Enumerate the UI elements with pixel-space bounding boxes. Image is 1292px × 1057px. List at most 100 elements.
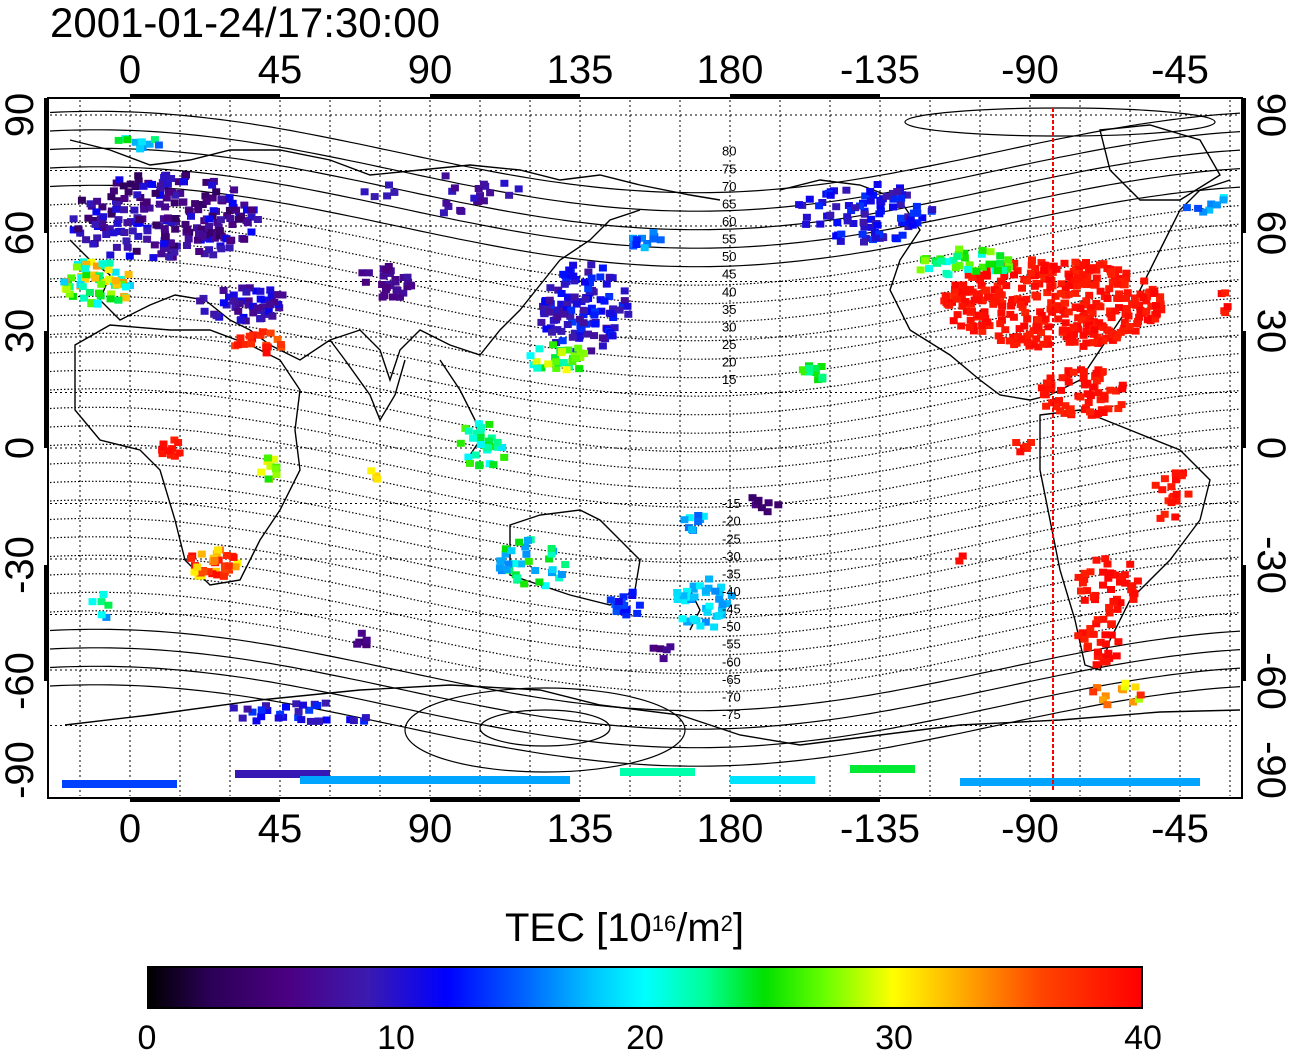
- tec-cell: [1051, 292, 1060, 300]
- right-lat-label: 90: [1249, 93, 1292, 138]
- tec-cell: [1122, 305, 1131, 312]
- tec-cell: [996, 277, 1005, 285]
- tec-cell: [533, 364, 542, 372]
- tec-cell: [137, 138, 146, 146]
- tec-cell: [306, 717, 315, 725]
- tec-cell: [581, 278, 589, 286]
- tec-cell: [1101, 631, 1110, 639]
- tec-cell: [225, 293, 233, 301]
- tec-cell: [234, 307, 243, 315]
- tec-cell: [466, 459, 474, 467]
- tec-cell: [154, 141, 163, 149]
- tec-cell: [685, 514, 694, 522]
- tec-cell: [175, 449, 184, 457]
- tec-cell: [613, 602, 622, 610]
- tec-cell: [1056, 290, 1065, 298]
- tec-cell: [1099, 568, 1108, 576]
- tec-cell: [581, 295, 590, 303]
- tec-cell: [843, 217, 852, 225]
- tec-cell: [157, 250, 166, 258]
- tec-cell: [204, 568, 213, 576]
- tec-cell: [541, 582, 550, 590]
- tec-cell: [164, 188, 173, 196]
- tec-cell: [960, 249, 969, 257]
- tec-cell: [1057, 386, 1065, 394]
- tec-cell: [89, 217, 97, 224]
- tec-cell: [128, 227, 137, 235]
- tec-cell: [1122, 275, 1131, 283]
- tec-cell: [1023, 338, 1032, 346]
- tec-cell: [1012, 439, 1021, 446]
- tec-cell: [495, 564, 504, 572]
- tec-cell: [662, 646, 671, 654]
- tec-cell: [209, 251, 218, 259]
- tec-cell: [1054, 302, 1063, 310]
- tec-cell: [1156, 300, 1165, 308]
- contour-label: 70: [722, 179, 736, 194]
- tec-cell: [82, 260, 91, 268]
- tec-cell: [978, 327, 987, 335]
- tec-cell: [124, 270, 133, 278]
- tec-cell: [683, 587, 691, 595]
- tec-cell: [1017, 335, 1025, 343]
- tec-cell: [1152, 302, 1160, 309]
- tec-cell: [688, 526, 696, 534]
- tec-cell: [225, 244, 234, 252]
- tec-cell: [166, 239, 175, 247]
- tec-cell: [598, 342, 607, 350]
- tec-cell: [1194, 204, 1203, 212]
- tec-cell: [597, 307, 606, 315]
- tec-cell: [985, 260, 994, 268]
- tec-cell: [989, 300, 998, 308]
- tec-cell: [832, 203, 841, 211]
- tec-cell: [559, 359, 568, 366]
- tec-cell: [995, 288, 1004, 296]
- tec-cell: [727, 592, 736, 600]
- tec-cell: [656, 236, 665, 244]
- tec-cell: [1157, 306, 1166, 314]
- tec-cell: [217, 245, 226, 253]
- tec-cell: [541, 298, 550, 306]
- tec-cell: [942, 258, 951, 266]
- tec-cell: [638, 234, 646, 242]
- tec-cell: [612, 607, 621, 615]
- tec-cell: [718, 601, 727, 609]
- tec-cell: [1089, 330, 1098, 338]
- tec-cell: [678, 615, 687, 623]
- tec-cell: [1156, 295, 1165, 303]
- tec-cell: [836, 237, 845, 245]
- tec-cell: [1139, 294, 1148, 301]
- tec-cell: [795, 201, 804, 209]
- tec-cell: [656, 645, 665, 653]
- tec-cell: [190, 568, 199, 576]
- tec-cell: [243, 219, 252, 227]
- tec-cell: [1074, 325, 1082, 333]
- tec-cell: [805, 195, 814, 203]
- tec-cell: [552, 358, 561, 366]
- tec-cell: [986, 248, 995, 256]
- tec-cell: [1029, 341, 1038, 349]
- tec-cell: [1133, 320, 1142, 328]
- tec-cell: [1032, 322, 1041, 330]
- tec-cell: [842, 186, 851, 194]
- tec-cell: [450, 184, 459, 192]
- tec-cell: [272, 471, 281, 478]
- tec-cell: [155, 200, 164, 208]
- tec-cell: [1160, 475, 1169, 483]
- tec-cell: [1065, 273, 1074, 281]
- tec-cell: [602, 280, 611, 288]
- tec-cell: [897, 194, 906, 202]
- tec-cell: [197, 550, 206, 558]
- tec-cell: [1104, 574, 1113, 582]
- tec-cell: [521, 543, 530, 551]
- tec-cell: [1092, 274, 1101, 282]
- tec-cell: [591, 320, 600, 328]
- left-lat-label: 30: [0, 309, 42, 354]
- tec-cell: [1044, 384, 1053, 392]
- tec-cell: [861, 192, 870, 200]
- tec-cell: [69, 226, 78, 234]
- tec-cell: [496, 557, 505, 565]
- tec-cell: [493, 443, 502, 451]
- contour-label: -30: [722, 549, 741, 564]
- tec-cell: [715, 589, 724, 597]
